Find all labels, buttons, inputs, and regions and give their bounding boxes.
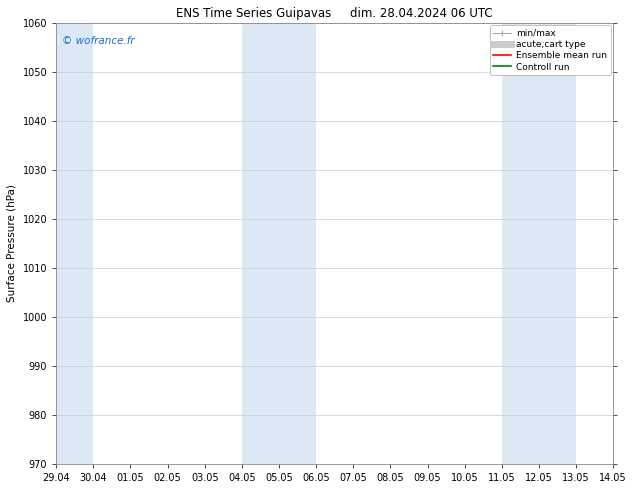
Legend: min/max, acute;cart type, Ensemble mean run, Controll run: min/max, acute;cart type, Ensemble mean … xyxy=(489,25,611,75)
Y-axis label: Surface Pressure (hPa): Surface Pressure (hPa) xyxy=(7,184,17,302)
Bar xyxy=(242,23,316,464)
Bar xyxy=(502,23,576,464)
Title: ENS Time Series Guipavas     dim. 28.04.2024 06 UTC: ENS Time Series Guipavas dim. 28.04.2024… xyxy=(176,7,493,20)
Text: © wofrance.fr: © wofrance.fr xyxy=(61,36,134,46)
Bar xyxy=(56,23,93,464)
